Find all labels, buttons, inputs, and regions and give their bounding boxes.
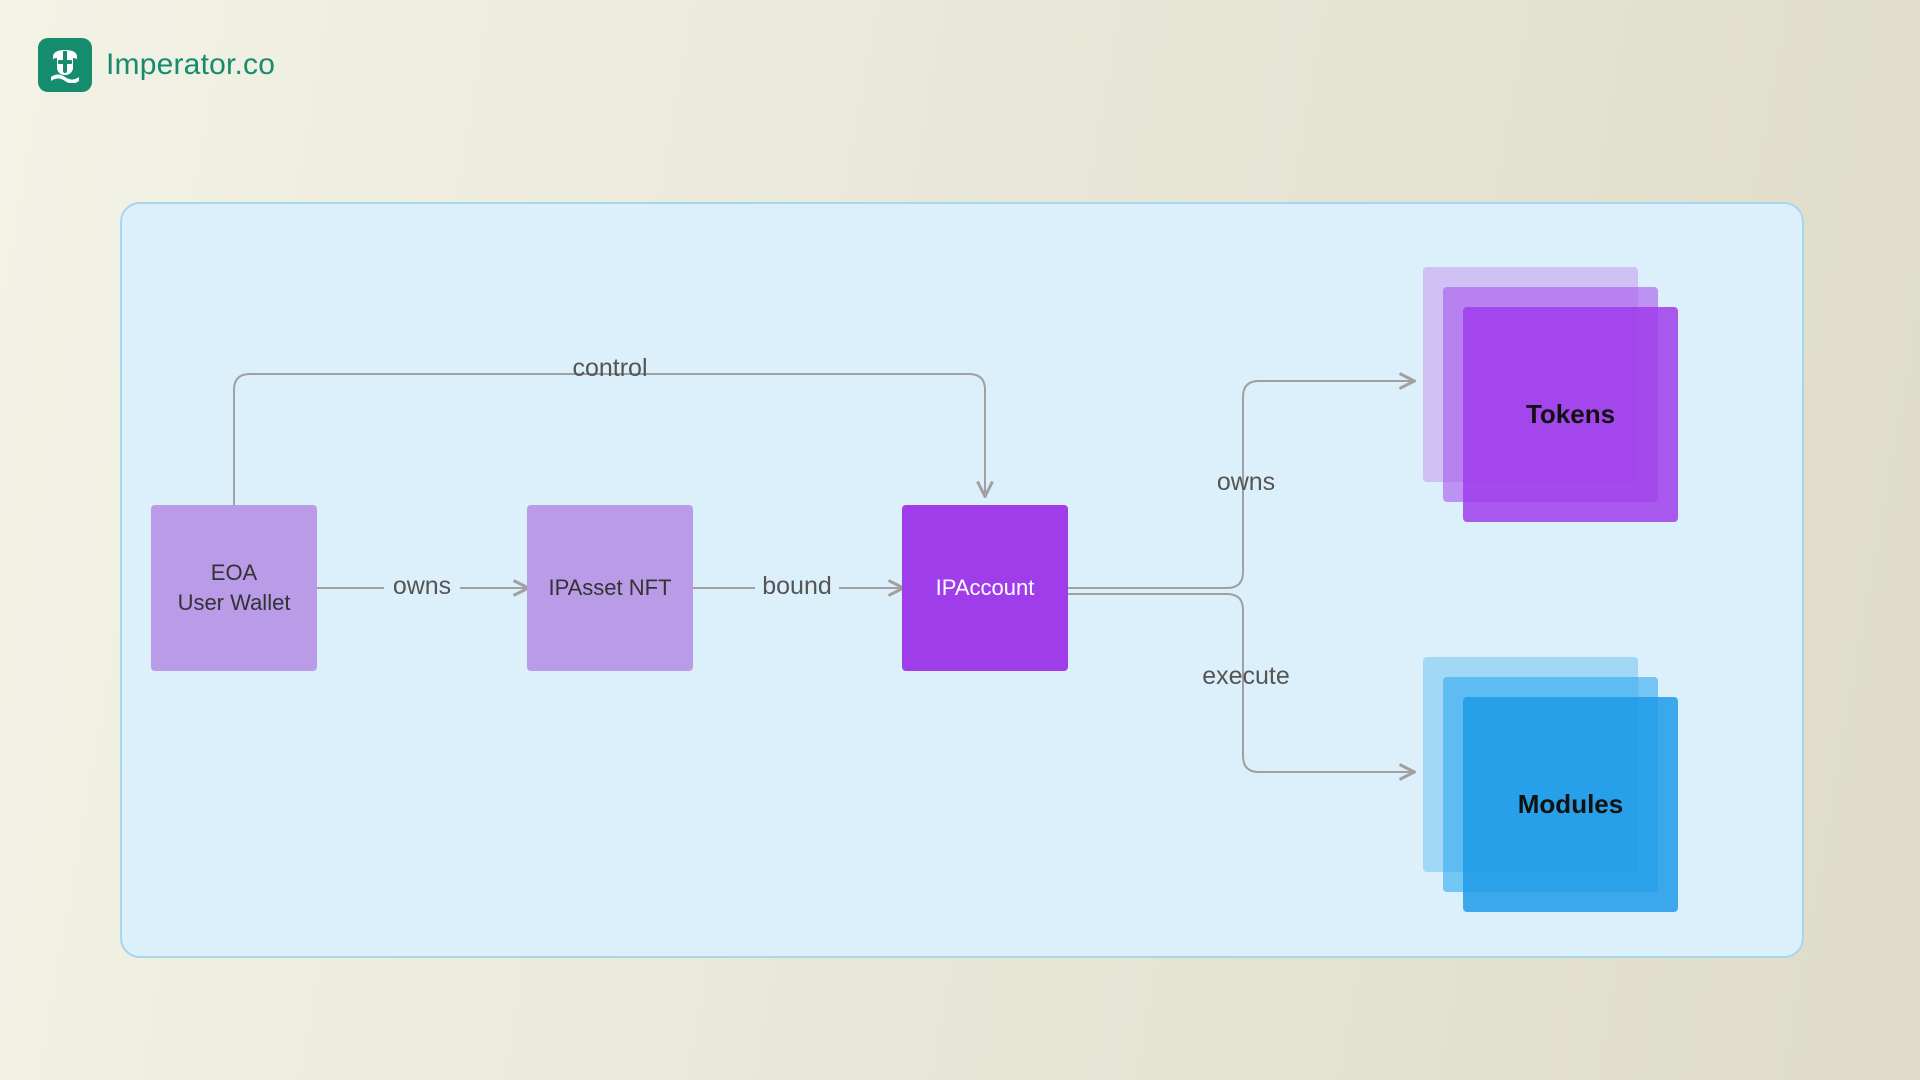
stack-tokens-label: Tokens xyxy=(1463,307,1678,522)
node-ipaccount: IPAccount xyxy=(902,505,1068,671)
node-eoa-line2: User Wallet xyxy=(178,590,291,615)
diagram-panel: EOA User Wallet IPAsset NFT IPAccount To… xyxy=(120,202,1804,958)
stack-tokens: Tokens xyxy=(1423,267,1678,522)
edge-label-bound: bound xyxy=(737,572,857,601)
helmet-icon xyxy=(47,47,83,83)
node-eoa-wallet: EOA User Wallet xyxy=(151,505,317,671)
node-ipaccount-label: IPAccount xyxy=(936,573,1035,603)
page-root: Imperator.co EOA User Wallet IPAsset NFT… xyxy=(0,0,1920,1080)
stack-modules: Modules xyxy=(1423,657,1678,912)
node-eoa-line1: EOA xyxy=(211,560,257,585)
edge-label-control: control xyxy=(550,354,670,383)
node-ipasset-nft: IPAsset NFT xyxy=(527,505,693,671)
edge-label-execute: execute xyxy=(1186,662,1306,691)
brand-name: Imperator.co xyxy=(106,48,275,82)
edge-label-owns2: owns xyxy=(1186,468,1306,497)
brand-logo: Imperator.co xyxy=(38,38,275,92)
brand-logo-badge xyxy=(38,38,92,92)
node-ipasset-label: IPAsset NFT xyxy=(548,573,671,603)
edge-label-owns1: owns xyxy=(362,572,482,601)
stack-modules-label: Modules xyxy=(1463,697,1678,912)
